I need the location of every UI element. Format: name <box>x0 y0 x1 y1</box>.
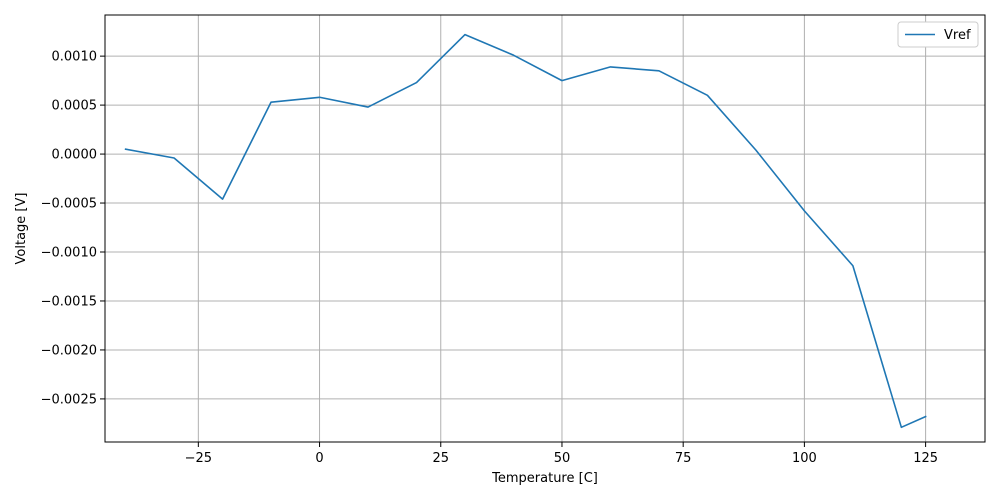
series-layer <box>124 33 927 429</box>
x-tick-label: 75 <box>675 451 692 466</box>
x-tick-label: 50 <box>554 451 571 466</box>
y-tick-label: −0.0020 <box>41 343 97 358</box>
y-tick-label: 0.0005 <box>52 99 98 114</box>
y-tick-label: −0.0025 <box>41 392 97 407</box>
x-tick-label: −25 <box>185 451 212 466</box>
plot-frame <box>104 14 986 443</box>
x-tick-label: 25 <box>432 451 449 466</box>
grid <box>105 15 985 442</box>
legend: Vref <box>897 21 979 48</box>
x-axis-label: Temperature [C] <box>491 471 598 486</box>
y-axis-label: Voltage [V] <box>14 193 29 265</box>
y-tick-label: 0.0010 <box>52 50 98 65</box>
x-tick-label: 125 <box>913 451 938 466</box>
legend-box <box>897 21 979 48</box>
x-tick-label: 100 <box>792 451 817 466</box>
series-line-vref <box>124 33 927 429</box>
x-tick-label: 0 <box>315 451 323 466</box>
y-tick-label: −0.0010 <box>41 246 97 261</box>
y-tick-label: −0.0005 <box>41 197 97 212</box>
y-tick-label: −0.0015 <box>41 294 97 309</box>
legend-label-vref: Vref <box>944 28 971 43</box>
x-axis: −25 0 25 50 75 100 125 <box>185 442 938 466</box>
y-tick-label: 0.0000 <box>52 148 98 163</box>
y-axis: 0.0010 0.0005 0.0000 −0.0005 −0.0010 −0.0015 −… <box>41 50 105 407</box>
